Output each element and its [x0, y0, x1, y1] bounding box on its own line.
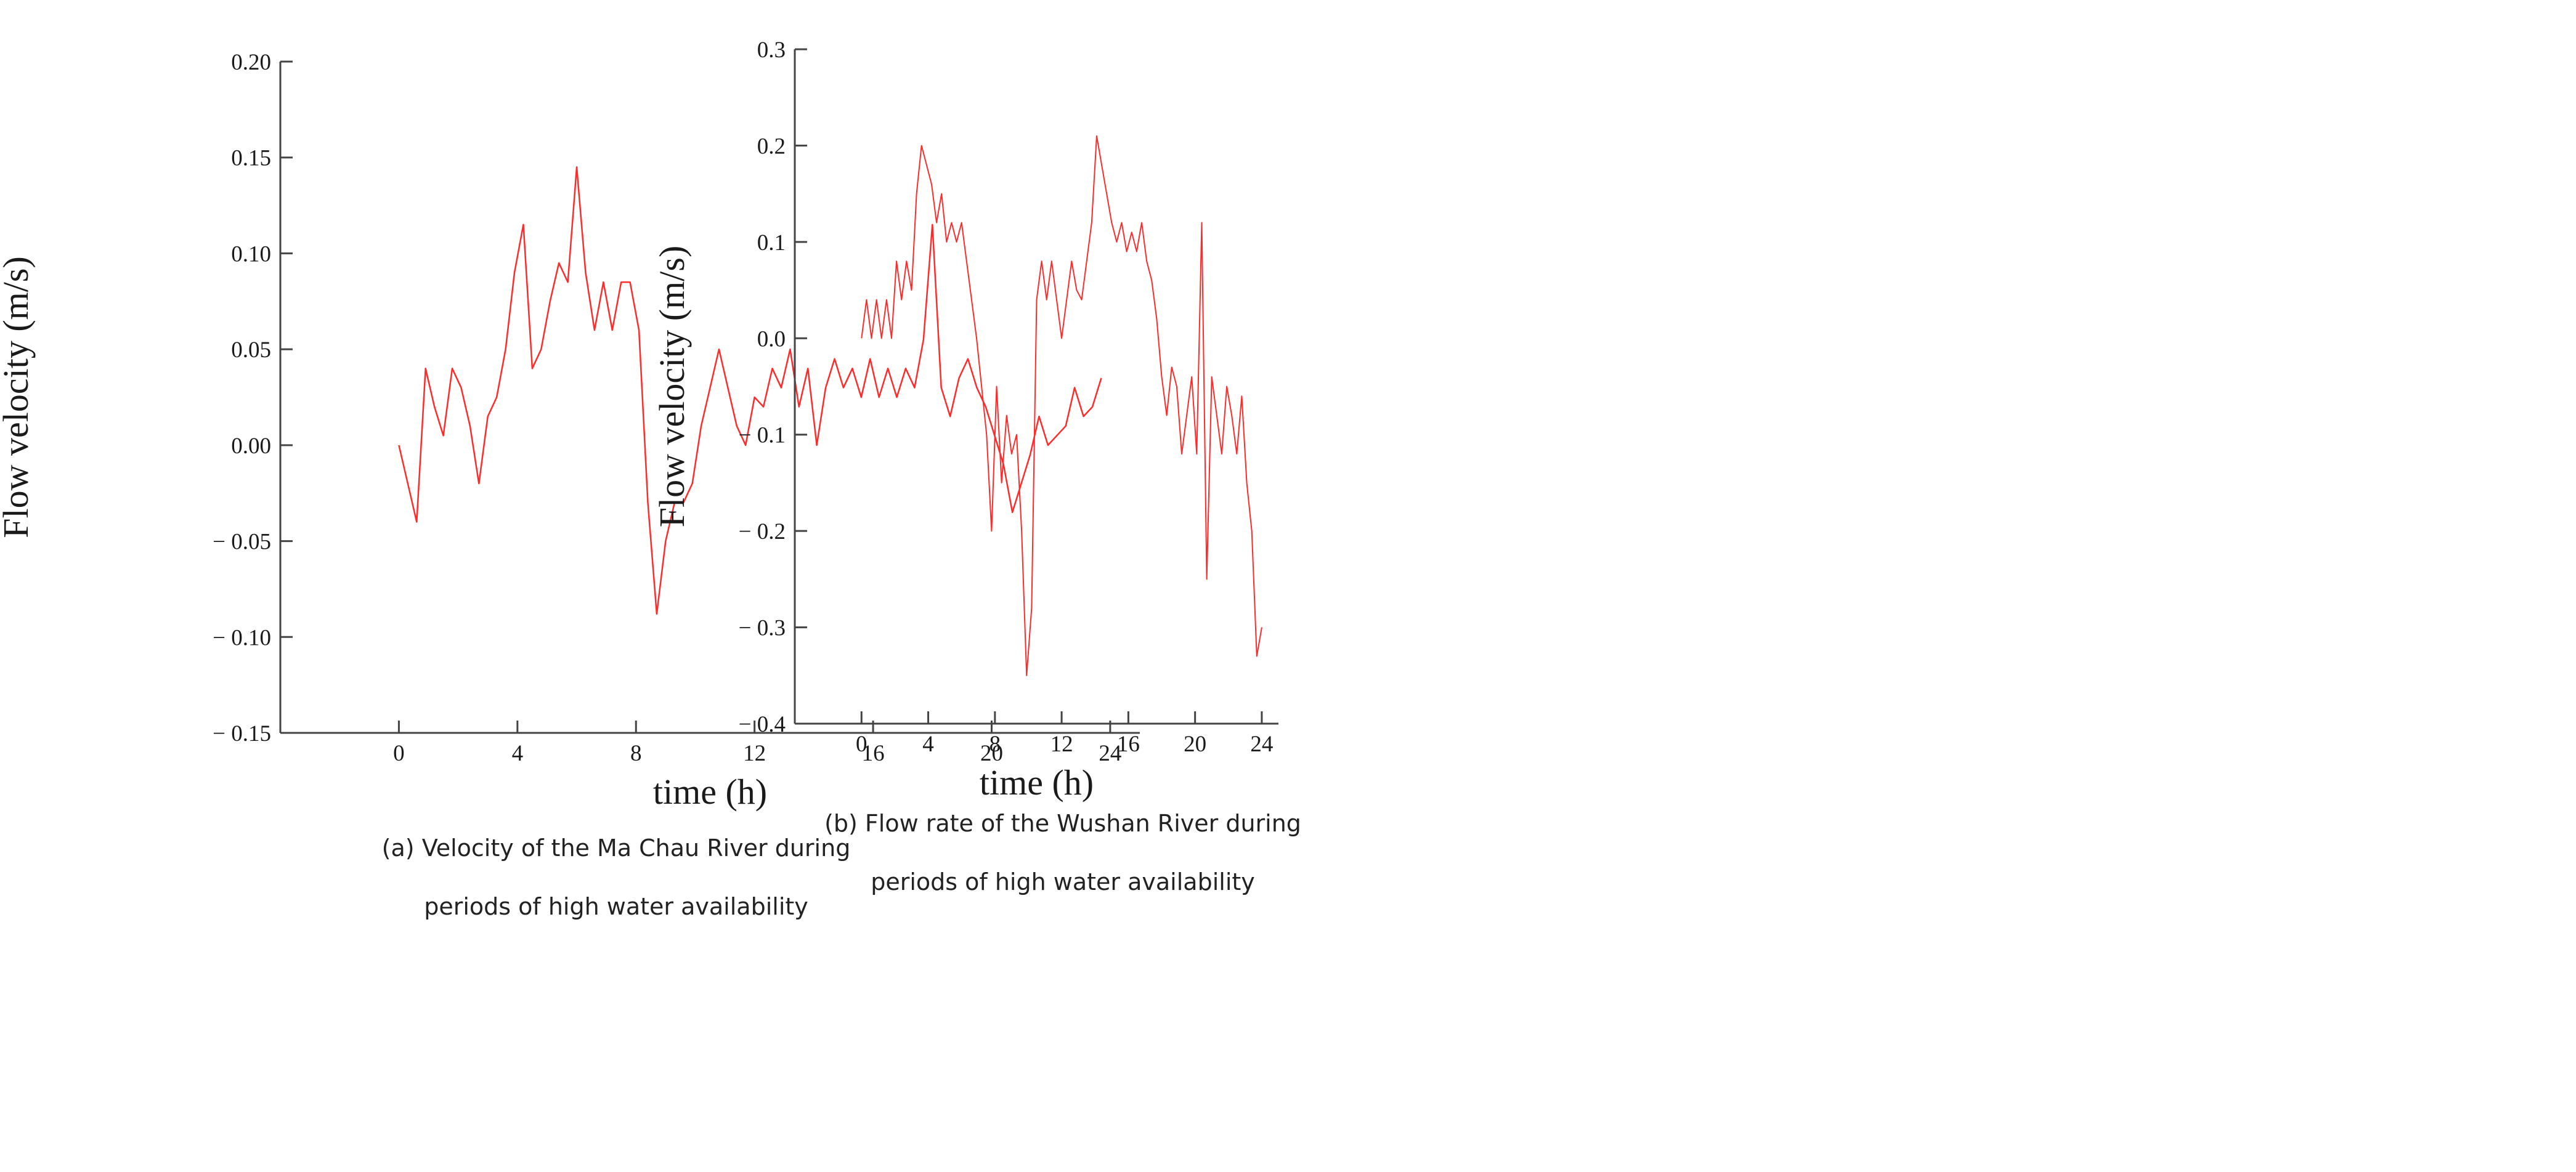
panel-b-x-tick-label: 24: [1250, 732, 1273, 757]
panel-b-x-tick-label: 4: [922, 732, 934, 757]
panel-b-y-tick-label: 0.3: [757, 38, 786, 63]
panel-a-series-line: [398, 166, 1102, 615]
panel-b-x-tick-label: 0: [856, 732, 867, 757]
panel-b-y-tick-label: − 0.4: [739, 712, 786, 737]
panel-a-y-tick-label: 0.20: [231, 50, 271, 75]
panel-a-x-tick-label: 24: [1099, 741, 1121, 766]
panel-a-y-tick-label: 0.00: [231, 434, 271, 459]
panel-a-caption-line-2: periods of high water availability: [424, 893, 808, 920]
panel-a-y-tick-label: 0.05: [231, 337, 271, 363]
panel-a-y-tick-label: 0.15: [231, 146, 271, 171]
panel-a-x-tick-label: 20: [980, 741, 1003, 766]
panel-b-x-axis-title: time (h): [980, 762, 1094, 802]
panel-b-x-tick-label: 8: [989, 732, 1001, 757]
panel-b-y-tick-label: − 0.3: [739, 616, 786, 641]
panel-a-x-ticks: 0 4 8 12 16 20 24: [393, 721, 1121, 766]
panel-a-x-tick-label: 8: [630, 741, 642, 766]
panel-b-y-axis-title: Flow velocity (m/s): [652, 246, 692, 528]
panel-a-x-axis-title: time (h): [653, 772, 767, 812]
panel-b-series-line: [861, 135, 1262, 676]
panel-a-x-tick-label: 12: [743, 741, 766, 766]
panel-a-x-tick-label: 16: [862, 741, 885, 766]
panel-a-y-tick-label: − 0.05: [213, 530, 271, 555]
panel-b-y-tick-label: − 0.2: [739, 519, 786, 544]
panel-a-x-tick-label: 0: [393, 741, 405, 766]
panel-b-x-tick-label: 20: [1184, 732, 1206, 757]
panel-b-y-tick-label: 0.2: [757, 134, 786, 159]
panel-a-y-ticks: 0.20 0.15 0.10 0.05 0.00 − 0.05 − 0.10 − 0.15: [213, 50, 293, 746]
panel-b-y-tick-label: 0.0: [757, 326, 786, 352]
panel-b-y-tick-label: 0.1: [757, 230, 786, 256]
panel-b-y-tick-label: − 0.1: [739, 423, 786, 448]
panel-a-chart: 0.200.150.100.050.00− 0.05− 0.10− 0.15 0…: [0, 50, 1140, 920]
panel-a-y-axis-title: Flow velocity (m/s): [0, 256, 36, 538]
panel-b-chart: 0.3 0.2 0.1 0.0 − 0.1 − 0.2 − 0.3 − 0.4 0 4 8 12 16…: [652, 38, 1301, 895]
panel-b-x-ticks: 0 4 8 12 16 20 24: [856, 711, 1273, 757]
panel-a-y-tick-label: 0.10: [231, 241, 271, 267]
panel-a-caption-line-1: (a) Velocity of the Ma Chau River during: [382, 835, 851, 862]
panel-b-x-tick-label: 12: [1050, 732, 1073, 757]
panel-b-caption-line-1: (b) Flow rate of the Wushan River during: [824, 810, 1301, 837]
panel-a-x-tick-label: 4: [512, 741, 524, 766]
panel-b-x-tick-label: 16: [1117, 732, 1140, 757]
panel-b-caption-line-2: periods of high water availability: [871, 868, 1255, 895]
panel-a-y-tick-label: − 0.15: [213, 721, 271, 746]
panel-a-y-tick-label: − 0.10: [213, 625, 271, 650]
panel-b-y-ticks: 0.3 0.2 0.1 0.0 − 0.1 − 0.2 − 0.3 − 0.4: [739, 38, 807, 737]
